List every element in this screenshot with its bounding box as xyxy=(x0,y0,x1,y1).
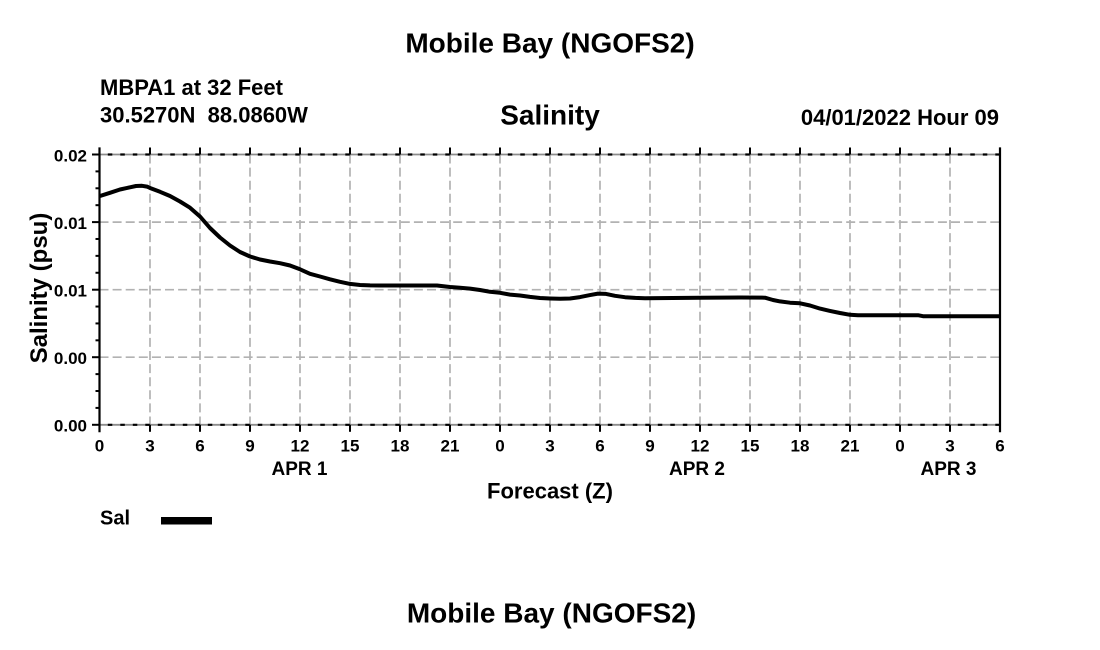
svg-text:9: 9 xyxy=(645,437,654,456)
svg-text:Salinity (psu): Salinity (psu) xyxy=(26,213,53,364)
svg-text:0.00: 0.00 xyxy=(54,349,87,368)
svg-text:18: 18 xyxy=(791,437,810,456)
svg-text:Sal: Sal xyxy=(100,508,130,530)
svg-text:12: 12 xyxy=(691,437,710,456)
svg-text:APR 2: APR 2 xyxy=(669,459,725,480)
svg-text:18: 18 xyxy=(391,437,410,456)
svg-text:Forecast (Z): Forecast (Z) xyxy=(487,479,613,504)
svg-text:0.01: 0.01 xyxy=(54,214,87,233)
svg-text:APR 3: APR 3 xyxy=(921,459,977,480)
svg-text:0.00: 0.00 xyxy=(54,417,87,436)
svg-text:6: 6 xyxy=(595,437,604,456)
svg-text:12: 12 xyxy=(291,437,310,456)
svg-text:21: 21 xyxy=(841,437,860,456)
svg-text:30.5270N 88.0860W: 30.5270N 88.0860W xyxy=(100,103,308,128)
svg-text:0.01: 0.01 xyxy=(54,282,87,301)
svg-text:0: 0 xyxy=(495,437,504,456)
svg-text:04/01/2022 Hour 09: 04/01/2022 Hour 09 xyxy=(801,105,999,130)
svg-text:3: 3 xyxy=(945,437,954,456)
svg-text:0.02: 0.02 xyxy=(54,146,87,165)
svg-text:APR 1: APR 1 xyxy=(272,459,328,480)
svg-text:Salinity: Salinity xyxy=(500,100,600,131)
svg-text:3: 3 xyxy=(545,437,554,456)
svg-text:15: 15 xyxy=(341,437,360,456)
svg-text:Mobile Bay (NGOFS2): Mobile Bay (NGOFS2) xyxy=(407,598,696,629)
svg-text:9: 9 xyxy=(245,437,254,456)
svg-text:15: 15 xyxy=(741,437,760,456)
svg-text:0: 0 xyxy=(95,437,104,456)
svg-text:6: 6 xyxy=(995,437,1004,456)
svg-text:0: 0 xyxy=(895,437,904,456)
svg-text:3: 3 xyxy=(145,437,154,456)
svg-text:6: 6 xyxy=(195,437,204,456)
svg-text:MBPA1 at 32 Feet: MBPA1 at 32 Feet xyxy=(100,75,284,100)
svg-text:21: 21 xyxy=(441,437,460,456)
svg-text:Mobile Bay (NGOFS2): Mobile Bay (NGOFS2) xyxy=(405,28,694,59)
